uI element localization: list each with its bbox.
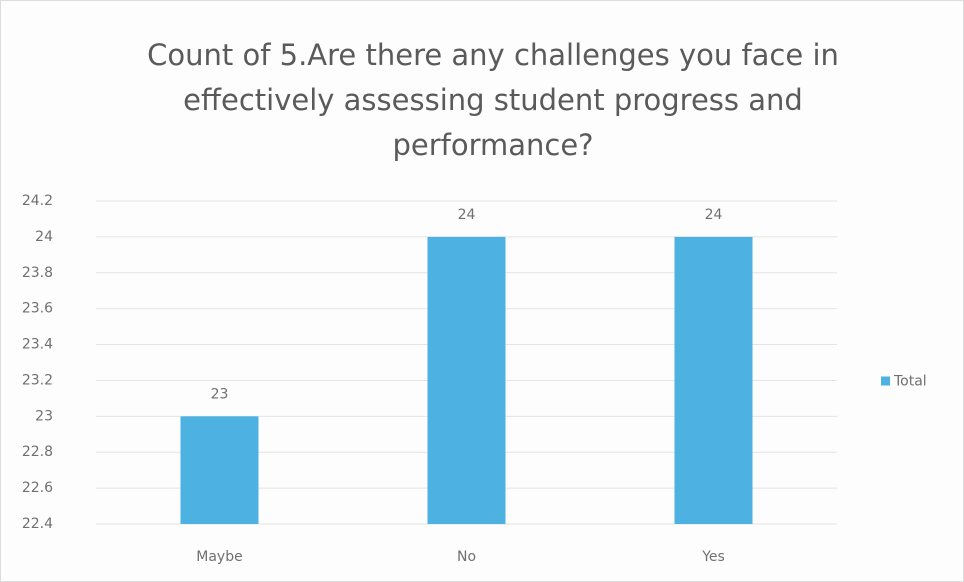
legend-label: Total xyxy=(893,374,927,390)
y-tick-label: 24.2 xyxy=(22,193,53,209)
y-tick-label: 22.4 xyxy=(22,516,53,532)
data-label: 24 xyxy=(705,207,723,223)
x-tick-label: Maybe xyxy=(196,549,242,565)
data-label: 24 xyxy=(458,207,476,223)
y-tick-label: 23.4 xyxy=(22,337,53,353)
y-tick-label: 23.2 xyxy=(22,372,53,388)
y-tick-label: 22.8 xyxy=(22,444,53,460)
x-tick-label: No xyxy=(457,549,476,565)
chart-title: Count of 5.Are there any challenges you … xyxy=(147,38,839,162)
legend-swatch xyxy=(881,376,890,386)
x-tick-label: Yes xyxy=(701,549,725,565)
bar xyxy=(427,236,506,524)
data-label: 23 xyxy=(211,386,229,402)
y-tick-label: 23.6 xyxy=(22,301,53,317)
y-tick-label: 23.8 xyxy=(22,265,53,281)
bar xyxy=(674,236,753,524)
bar xyxy=(180,416,259,524)
y-tick-label: 23 xyxy=(35,408,53,424)
y-tick-label: 22.6 xyxy=(22,480,53,496)
y-tick-label: 24 xyxy=(35,229,53,245)
